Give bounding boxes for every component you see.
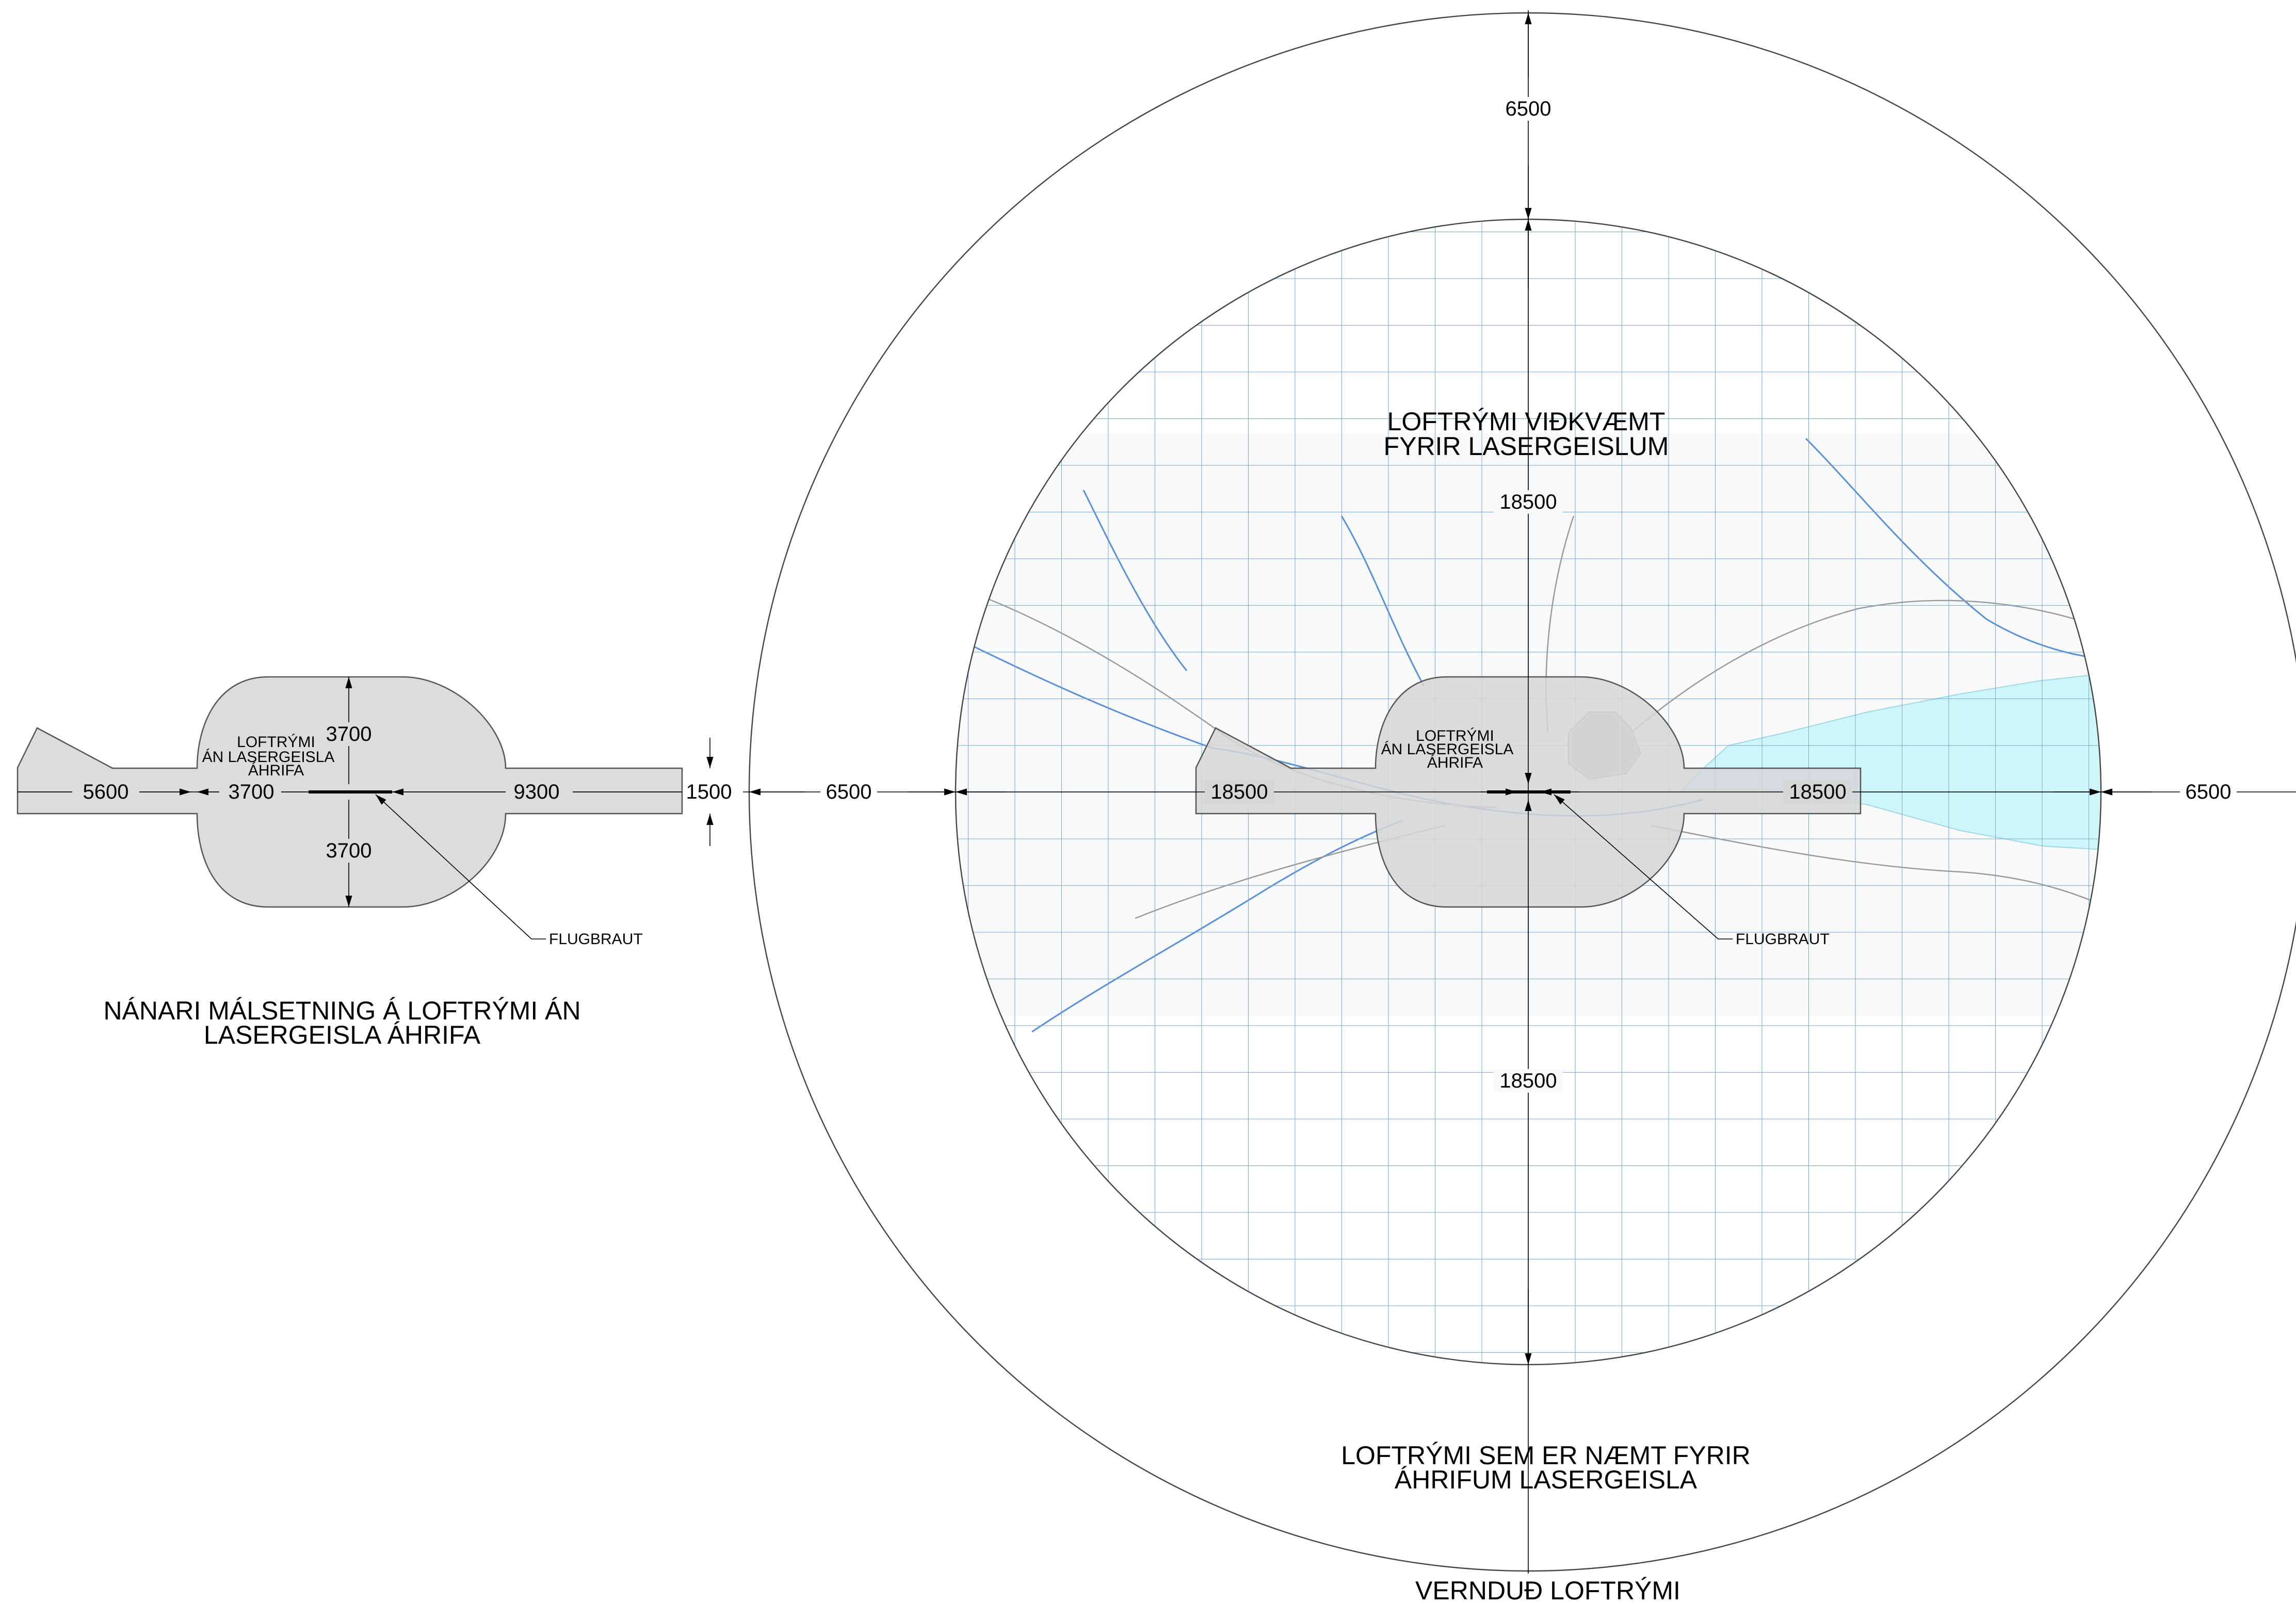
dim-inner-top: 18500 [1499,491,1557,513]
dim-inner-right: 18500 [1789,781,1846,803]
dim-inner-bottom: 18500 [1499,1070,1557,1092]
dim-outer-top: 6500 [1506,98,1551,120]
sensitive-zone-label-2: ÁHRIFUM LASERGEISLA [1395,1465,1697,1494]
dim-outer-right: 6500 [2186,781,2232,803]
detail-zone-label-2: ÁN LASERGEISLA [202,749,335,766]
detail-view: 5600 3700 3700 3700 9300 1500 LOFTRÝMI Á… [17,676,732,1049]
detail-caption-line2: LASERGEISLA ÁHRIFA [204,1020,481,1049]
detail-caption-line1: NÁNARI MÁLSETNING Á LOFTRÝMI ÁN [103,996,580,1025]
detail-dim-left-radius: 3700 [229,781,274,803]
critical-zone-label-1: LOFTRÝMI VIÐKVÆMT [1387,407,1666,436]
detail-runway-label: FLUGBRAUT [549,931,643,948]
main-zone-label-3: ÁHRIFA [1427,754,1483,771]
detail-dim-runway-width: 1500 [686,781,732,803]
detail-dim-top-radius: 3700 [326,723,372,746]
detail-zone-label-1: LOFTRÝMI [237,734,315,751]
dim-inner-left: 18500 [1210,781,1268,803]
dim-outer-left: 6500 [826,781,872,803]
main-zone-label-2: ÁN LASERGEISLA [1381,741,1514,758]
detail-zone-label-3: ÁHRIFA [248,762,304,779]
sensitive-zone-label-1: LOFTRÝMI SEM ER NÆMT FYRIR [1341,1441,1751,1470]
protected-zone-label: VERNDUÐ LOFTRÝMI [1415,1576,1680,1604]
main-runway-label: FLUGBRAUT [1736,931,1830,948]
main-view: 6500 6500 6500 18500 18500 18500 18500 L… [743,10,2296,1604]
detail-runway-leader [375,794,546,939]
critical-zone-label-2: FYRIR LASERGEISLUM [1384,432,1669,461]
main-zone-label-1: LOFTRÝMI [1416,727,1494,744]
detail-dim-left-tail: 5600 [83,781,129,803]
detail-dim-bottom-radius: 3700 [326,839,372,862]
main-runway-leader [1554,794,1733,939]
detail-dim-runway-right: 9300 [514,781,560,803]
